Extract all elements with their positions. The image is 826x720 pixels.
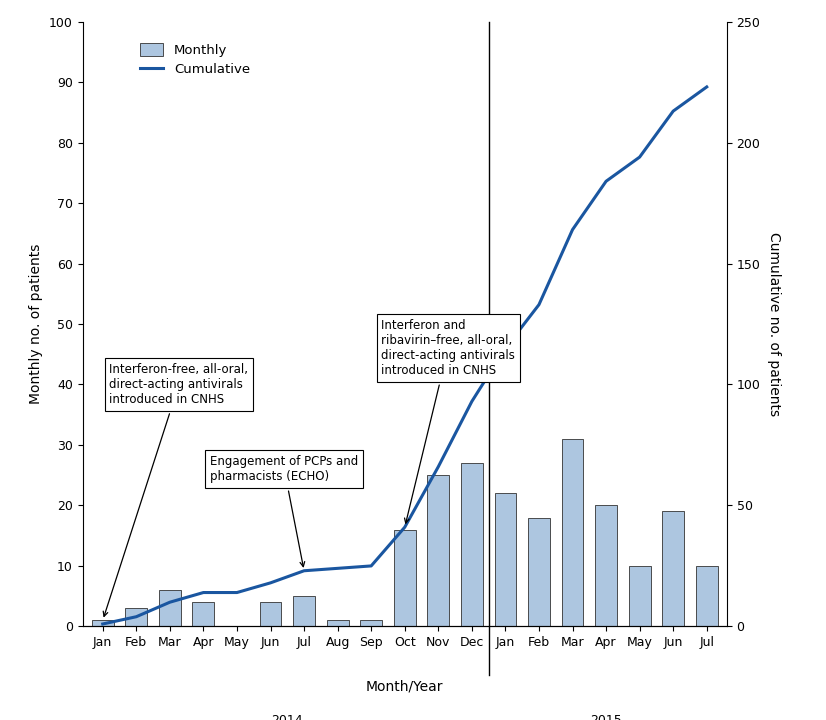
Bar [562,439,583,626]
Legend: Monthly, Cumulative: Monthly, Cumulative [135,37,255,81]
Text: Interferon-free, all-oral,
direct-acting antivirals
introduced in CNHS: Interferon-free, all-oral, direct-acting… [103,363,249,616]
Text: 2015: 2015 [591,714,622,720]
Bar [427,475,449,626]
Y-axis label: Cumulative no. of patients: Cumulative no. of patients [767,232,781,416]
Text: Engagement of PCPs and
pharmacists (ECHO): Engagement of PCPs and pharmacists (ECHO… [210,455,358,567]
Bar [360,621,382,626]
Bar [528,518,550,626]
Bar [192,602,214,626]
Bar [159,590,181,626]
Bar [293,596,315,626]
Text: 2014: 2014 [272,714,303,720]
Bar [629,566,651,626]
Bar [662,511,684,626]
Bar [695,566,718,626]
Bar [394,530,415,626]
Bar [495,493,516,626]
Bar [596,505,617,626]
Bar [327,621,349,626]
X-axis label: Month/Year: Month/Year [366,680,444,693]
Bar [259,602,282,626]
Bar [461,463,482,626]
Text: Interferon and
ribavirin–free, all-oral,
direct-acting antivirals
introduced in : Interferon and ribavirin–free, all-oral,… [382,319,515,523]
Y-axis label: Monthly no. of patients: Monthly no. of patients [30,244,44,404]
Bar [126,608,147,626]
Bar [92,621,114,626]
